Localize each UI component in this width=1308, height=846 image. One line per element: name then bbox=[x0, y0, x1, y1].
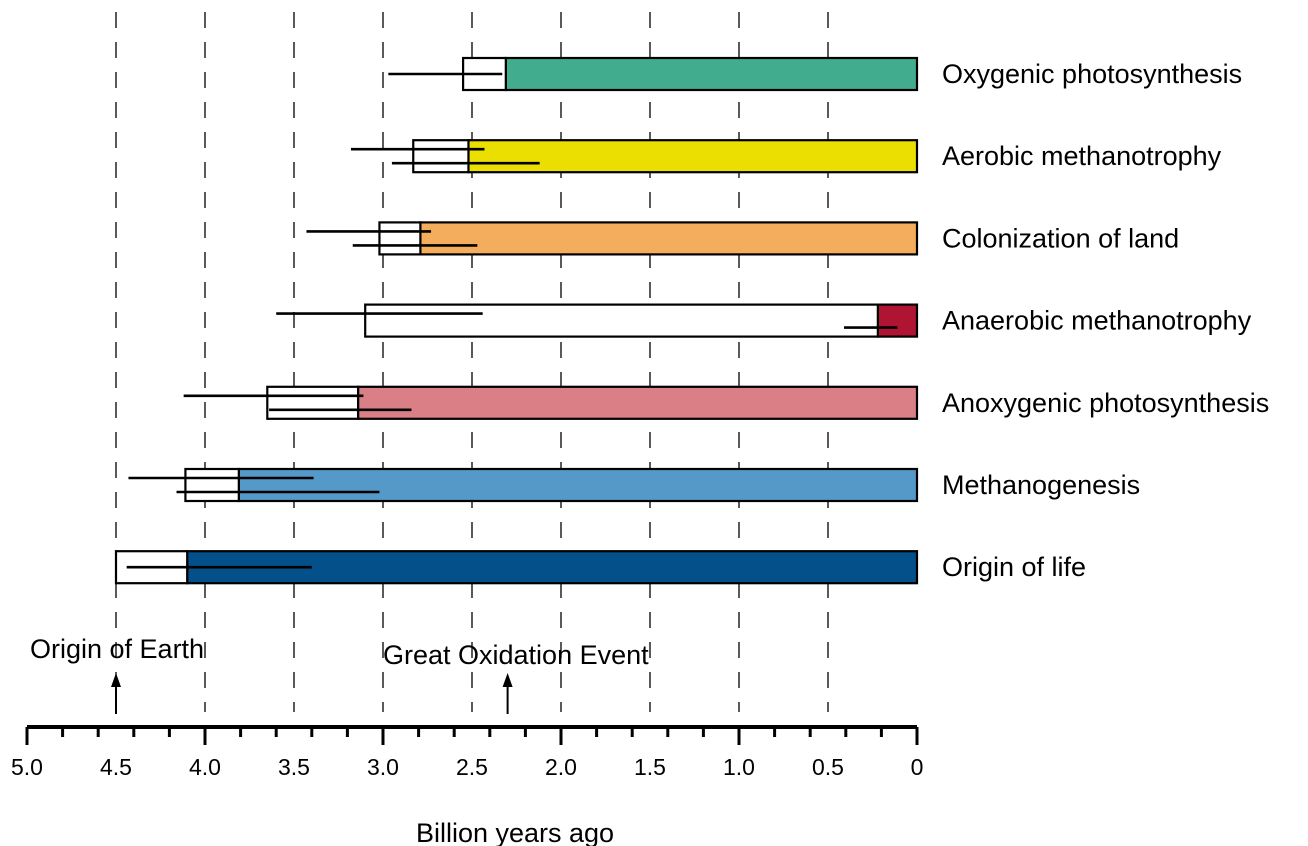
bar bbox=[467, 139, 919, 174]
row-colonization-of-land bbox=[306, 221, 919, 256]
tick-label: 0 bbox=[911, 754, 924, 780]
bar bbox=[356, 385, 919, 420]
tick-label: 1.5 bbox=[634, 754, 666, 780]
gridlines bbox=[115, 12, 829, 712]
bar bbox=[419, 221, 919, 256]
row-label: Methanogenesis bbox=[942, 470, 1140, 500]
uncertainty-box bbox=[184, 467, 240, 503]
tick-label: 2.5 bbox=[456, 754, 488, 780]
tick-label: 3.0 bbox=[367, 754, 399, 780]
annotation-great-oxidation-event: Great Oxidation Event bbox=[383, 640, 649, 714]
tick-label: 0.5 bbox=[812, 754, 844, 780]
uncertainty-box bbox=[412, 139, 470, 174]
uncertainty-box bbox=[266, 385, 360, 420]
arrow-head-icon bbox=[502, 673, 513, 687]
uncertainty-box bbox=[378, 221, 422, 256]
row-origin-of-life bbox=[114, 550, 919, 585]
bars-layer bbox=[114, 56, 919, 585]
tick-label: 4.5 bbox=[100, 754, 132, 780]
row-labels: Oxygenic photosynthesis Aerobic methanotr… bbox=[942, 59, 1269, 582]
annotation-origin-of-earth: Origin of Earth bbox=[30, 634, 204, 714]
row-anoxygenic-photosynthesis bbox=[183, 385, 919, 420]
bar bbox=[504, 56, 919, 92]
row-label: Anaerobic methanotrophy bbox=[942, 306, 1252, 336]
tick-label: 4.0 bbox=[189, 754, 221, 780]
annotation-text: Great Oxidation Event bbox=[383, 640, 649, 670]
uncertainty-box bbox=[364, 303, 879, 338]
row-label: Colonization of land bbox=[942, 223, 1179, 253]
tick-label: 5.0 bbox=[11, 754, 43, 780]
tick-label: 1.0 bbox=[723, 754, 755, 780]
row-methanogenesis bbox=[128, 467, 919, 503]
x-axis: 5.0 4.5 4.0 3.5 3.0 2.5 2.0 1.5 1.0 0.5 0 bbox=[11, 725, 924, 780]
annotation-text: Origin of Earth bbox=[30, 634, 204, 664]
arrow-head-icon bbox=[111, 673, 121, 687]
annotations: Origin of Earth Great Oxidation Event bbox=[30, 634, 649, 714]
bar bbox=[237, 467, 919, 503]
row-label: Origin of life bbox=[942, 552, 1086, 582]
tick-label: 3.5 bbox=[278, 754, 310, 780]
tick-label: 2.0 bbox=[545, 754, 577, 780]
row-anaerobic-methanotrophy bbox=[276, 303, 919, 338]
row-label: Anoxygenic photosynthesis bbox=[942, 388, 1269, 418]
row-label: Oxygenic photosynthesis bbox=[942, 59, 1242, 89]
row-label: Aerobic methanotrophy bbox=[942, 141, 1222, 171]
x-axis-title: Billion years ago bbox=[416, 818, 614, 846]
row-oxygenic-photosynthesis bbox=[388, 56, 919, 92]
bar bbox=[876, 303, 919, 338]
row-aerobic-methanotrophy bbox=[350, 139, 919, 174]
